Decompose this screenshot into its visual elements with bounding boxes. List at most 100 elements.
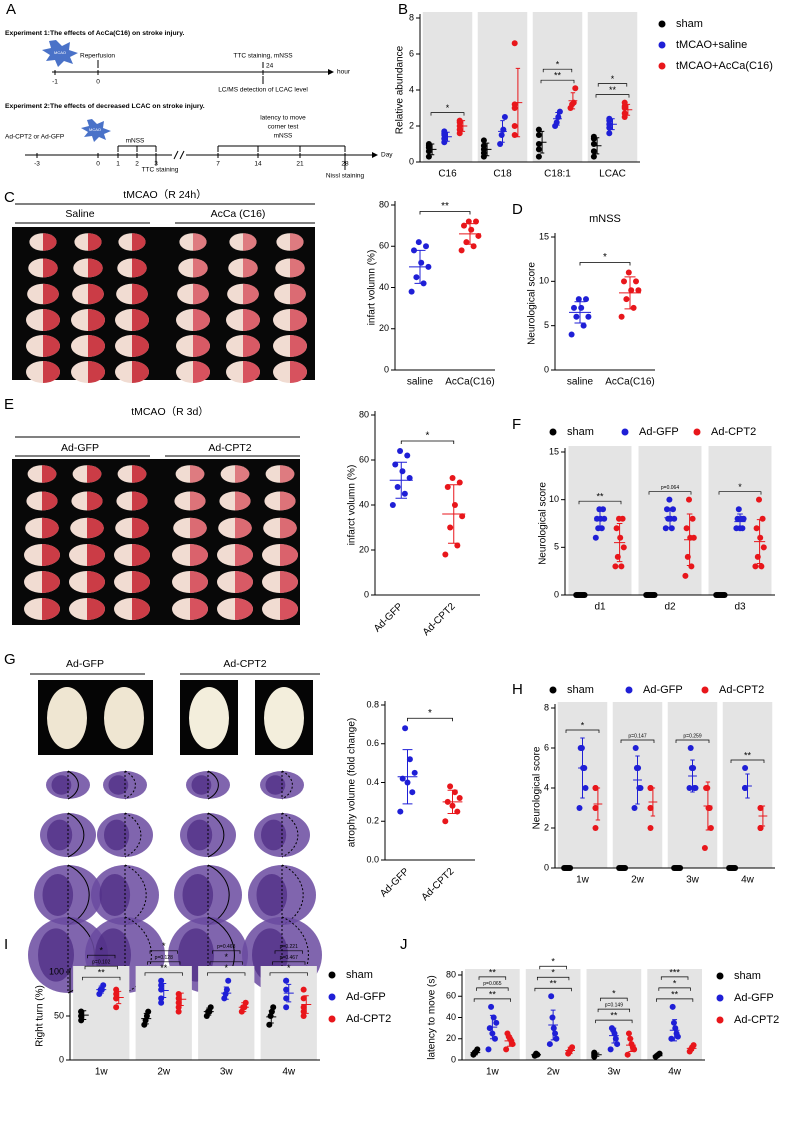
data-point xyxy=(590,148,597,155)
data-point xyxy=(504,1030,511,1037)
data-point xyxy=(592,534,599,541)
data-point xyxy=(411,769,418,776)
bracket xyxy=(117,145,157,152)
data-point xyxy=(475,232,482,239)
legend-marker xyxy=(621,428,629,436)
error-bar xyxy=(548,1009,558,1041)
group-label: Saline xyxy=(65,208,94,220)
group-label: Ad-GFP xyxy=(61,442,99,454)
sig-label: * xyxy=(162,941,166,951)
data-point xyxy=(613,525,620,532)
ticks xyxy=(36,153,346,158)
data-point xyxy=(633,278,639,285)
data-point xyxy=(456,479,463,486)
data-point xyxy=(535,132,542,138)
infarct xyxy=(87,544,105,566)
x-tick-label: 4w xyxy=(741,875,755,886)
data-point xyxy=(401,490,408,497)
sig-label: p=0.128 xyxy=(155,955,173,961)
infarct xyxy=(243,283,259,305)
legend-label: sham xyxy=(567,426,594,438)
infarct xyxy=(88,258,103,278)
data-point xyxy=(511,123,518,129)
data-point xyxy=(441,128,448,135)
sig-label: * xyxy=(287,963,291,973)
error-bar xyxy=(203,1007,214,1016)
infarct xyxy=(42,517,59,539)
data-point xyxy=(511,40,518,47)
data-point xyxy=(742,765,749,771)
event: TTC staining xyxy=(142,167,179,174)
y-axis-label: Neurological score xyxy=(538,482,549,565)
x-tick-label: Ad-GFP xyxy=(378,866,412,900)
infarct xyxy=(235,517,252,539)
data-point xyxy=(687,745,694,751)
event: latency to move xyxy=(260,115,306,122)
unit: hour xyxy=(337,69,351,76)
outline xyxy=(67,770,79,800)
error-bar xyxy=(443,131,452,142)
infarct xyxy=(243,233,257,251)
tick-label: 14 xyxy=(254,161,262,168)
chart: 0 2 4 6 8 Neurological score 1w 2w 3w 4w * p=0.147 p… xyxy=(532,684,775,886)
infarct xyxy=(42,571,60,593)
data-point xyxy=(669,1003,676,1010)
infarct xyxy=(193,335,210,357)
data-point xyxy=(647,805,654,811)
error-bar xyxy=(283,983,294,1003)
y-tick-label: 0 xyxy=(544,364,549,374)
tick-label: 0 xyxy=(96,79,100,86)
error-bar xyxy=(609,1027,619,1044)
sig-bracket xyxy=(597,1008,631,1013)
infarct xyxy=(290,258,305,278)
sig-bracket xyxy=(656,998,694,1002)
event: corner test xyxy=(268,124,299,131)
legend-label: Ad-GFP xyxy=(639,426,679,438)
infarct xyxy=(43,309,60,331)
y-tick-label: 10 xyxy=(549,494,559,504)
infarct xyxy=(290,361,307,383)
panel-label: A xyxy=(6,1,16,18)
error-bar xyxy=(141,1012,152,1025)
sig-label: p=0.259 xyxy=(683,733,701,739)
x-tick-label: 2w xyxy=(631,875,645,886)
data-point xyxy=(738,515,745,522)
error-bar xyxy=(427,143,437,156)
mcao-label: MCAO xyxy=(89,127,101,132)
panel-label: D xyxy=(512,201,523,218)
data-point xyxy=(473,218,479,225)
y-tick-label: 5 xyxy=(544,320,549,330)
data-point xyxy=(553,1035,560,1042)
sig-label: * xyxy=(738,482,742,492)
data-point xyxy=(757,534,764,541)
data-point xyxy=(628,1041,635,1048)
y-tick-label: 10 xyxy=(539,276,549,286)
data-point xyxy=(459,513,466,520)
tick-label: -1 xyxy=(52,79,58,86)
sig-bracket xyxy=(542,68,573,73)
tick-label: 1 xyxy=(116,161,120,168)
sig-label: * xyxy=(673,978,677,988)
chart: 0 20 40 60 80 infarct volumn (%) Ad-GFP Ad-CPT2… xyxy=(347,409,480,638)
error-bar xyxy=(389,461,413,499)
y-tick-label: 20 xyxy=(359,544,369,554)
infarct xyxy=(42,598,60,620)
exp-title: Experiment 1:The effects of AcCa(C16) on… xyxy=(5,30,185,37)
legend-marker xyxy=(716,994,724,1002)
legend-label: Ad-GFP xyxy=(643,684,683,696)
infarct xyxy=(132,335,149,357)
error-bar xyxy=(578,737,587,799)
tick-label: 21 xyxy=(296,161,304,168)
data-point xyxy=(591,1049,598,1056)
data-point xyxy=(647,785,654,791)
sig-label: * xyxy=(581,720,585,730)
error-bar xyxy=(686,1045,697,1051)
data-point xyxy=(623,296,630,303)
nissl-slice xyxy=(261,819,287,851)
tick-label: 3 xyxy=(154,161,158,168)
data-point xyxy=(394,484,401,490)
data-point xyxy=(568,331,575,338)
y-tick-label: 0.6 xyxy=(366,738,379,748)
y-tick-label: 6 xyxy=(544,742,549,752)
data-point xyxy=(158,986,165,993)
